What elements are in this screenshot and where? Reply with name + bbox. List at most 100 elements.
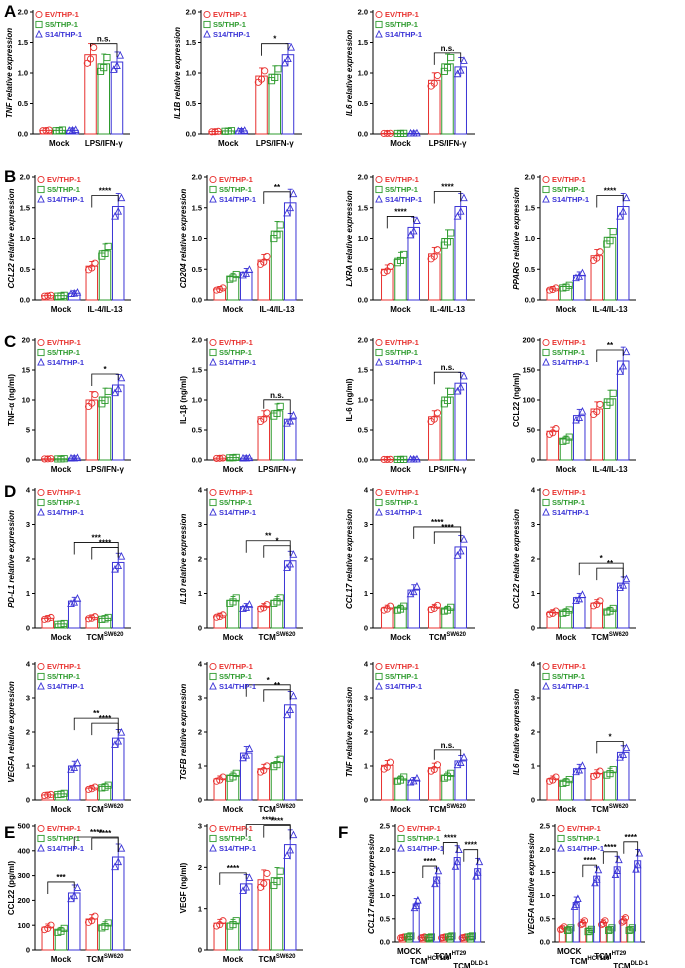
data-point [114, 736, 123, 745]
y-tick-label: 2 [198, 863, 202, 872]
legend-label: S5/THP-1 [552, 185, 585, 194]
data-point [261, 67, 269, 75]
data-point [633, 860, 642, 869]
data-point [570, 902, 579, 910]
data-point [430, 765, 438, 773]
data-point [447, 53, 455, 62]
chart-d7: 0 1 2 3 4 TNF relative expression Mock TCMSW620… [345, 660, 475, 814]
data-point [593, 254, 601, 262]
legend-marker [37, 498, 45, 507]
chart-d8: 0 1 2 3 4 IL6 relative expression Mock TCMSW620… [512, 660, 636, 814]
data-point [58, 126, 67, 134]
chart-d6: 0 1 2 3 4 TGFB relative expression Mock TCMSW62… [179, 660, 303, 814]
data-point [590, 602, 598, 610]
legend-label: S5/THP-1 [47, 185, 80, 194]
y-tick-label: 4 [531, 660, 536, 669]
y-tick-label: 0 [531, 796, 535, 805]
legend-label: S5/THP-1 [47, 672, 80, 681]
data-point [245, 600, 254, 608]
y-tick-label: 1.0 [525, 234, 535, 243]
data-point [628, 924, 636, 932]
data-point [412, 901, 421, 910]
legend-marker [209, 498, 217, 507]
legend-marker [209, 175, 217, 184]
category-label: TCMDLD-1 [613, 961, 649, 968]
y-tick-label: 4 [26, 486, 31, 495]
data-point [257, 75, 266, 83]
data-point [609, 766, 617, 774]
data-point [276, 221, 284, 229]
legend-marker [542, 498, 550, 507]
legend-label: S14/THP-1 [407, 844, 444, 853]
chart-f2: 0.0 0.5 1.0 1.5 2.0 2.5 VEGFA relative express… [527, 822, 649, 968]
data-point [455, 845, 463, 854]
data-point [400, 250, 408, 258]
data-point [460, 193, 468, 202]
bar [572, 902, 580, 943]
chart-c3: 0.0 0.5 1.0 1.5 2.0 IL-6 (ng/ml) Mock LPS/IFN-γ… [345, 336, 475, 474]
y-tick-label: 4 [26, 660, 31, 669]
data-point [47, 291, 55, 299]
category-label: TCMSW620 [86, 632, 124, 642]
data-point [413, 454, 421, 463]
y-tick-label: 2.0 [18, 8, 28, 17]
data-point [552, 607, 560, 615]
data-point [219, 454, 227, 462]
y-tick-label: 1 [26, 762, 30, 771]
y-axis-label: TNF-α (ng/ml) [7, 374, 16, 426]
data-point [586, 927, 594, 935]
data-point [546, 777, 554, 785]
data-point [427, 605, 435, 614]
data-point [232, 453, 240, 461]
y-tick-label: 3 [198, 694, 202, 703]
legend-marker [37, 175, 45, 184]
y-tick-label: 0 [198, 796, 202, 805]
y-tick-label: 1.0 [186, 69, 196, 78]
panel-letter-a: A [4, 2, 16, 21]
legend-marker [209, 488, 217, 497]
y-tick-label: 0.0 [358, 296, 368, 305]
legend-label: S14/THP-1 [219, 682, 256, 691]
category-label: MOCK [557, 947, 582, 956]
category-label: IL-4/IL-13 [592, 305, 628, 314]
data-point [608, 924, 616, 932]
significance-bracket [623, 841, 639, 856]
category-label: TCMHT29 [594, 951, 627, 961]
legend-label: S5/THP-1 [47, 834, 80, 843]
y-tick-label: 0.5 [18, 99, 28, 108]
legend-marker [37, 672, 45, 681]
y-tick-label: 2.0 [186, 8, 196, 17]
data-point [451, 862, 460, 870]
category-superscript: HCT116 [587, 956, 610, 962]
data-point [263, 869, 271, 877]
legend-marker [209, 843, 217, 852]
y-tick-label: 10 [22, 396, 30, 405]
data-point [427, 933, 435, 941]
data-point [227, 127, 236, 135]
legend-marker [542, 681, 550, 690]
legend-marker [37, 357, 45, 366]
y-tick-label: 2.0 [358, 8, 368, 17]
data-point [558, 925, 566, 933]
data-point [114, 206, 123, 215]
y-tick-label: 2 [198, 555, 202, 564]
significance-label: n.s. [441, 363, 455, 372]
legend-marker [375, 488, 383, 497]
data-point [456, 546, 465, 555]
category-label: IL-4/IL-13 [430, 305, 466, 314]
data-point [472, 871, 480, 880]
data-point [433, 246, 442, 254]
category-label: TCMHT29 [434, 951, 467, 961]
legend-marker [375, 498, 383, 507]
data-point [460, 56, 468, 64]
y-tick-label: 4 [364, 660, 369, 669]
y-axis-label: VEGFA relative expression [527, 833, 536, 935]
significance-bracket [433, 531, 462, 544]
y-tick-label: 2.0 [540, 845, 550, 854]
significance-bracket [245, 540, 291, 556]
y-tick-label: 3 [531, 694, 535, 703]
significance-label: * [103, 365, 107, 374]
